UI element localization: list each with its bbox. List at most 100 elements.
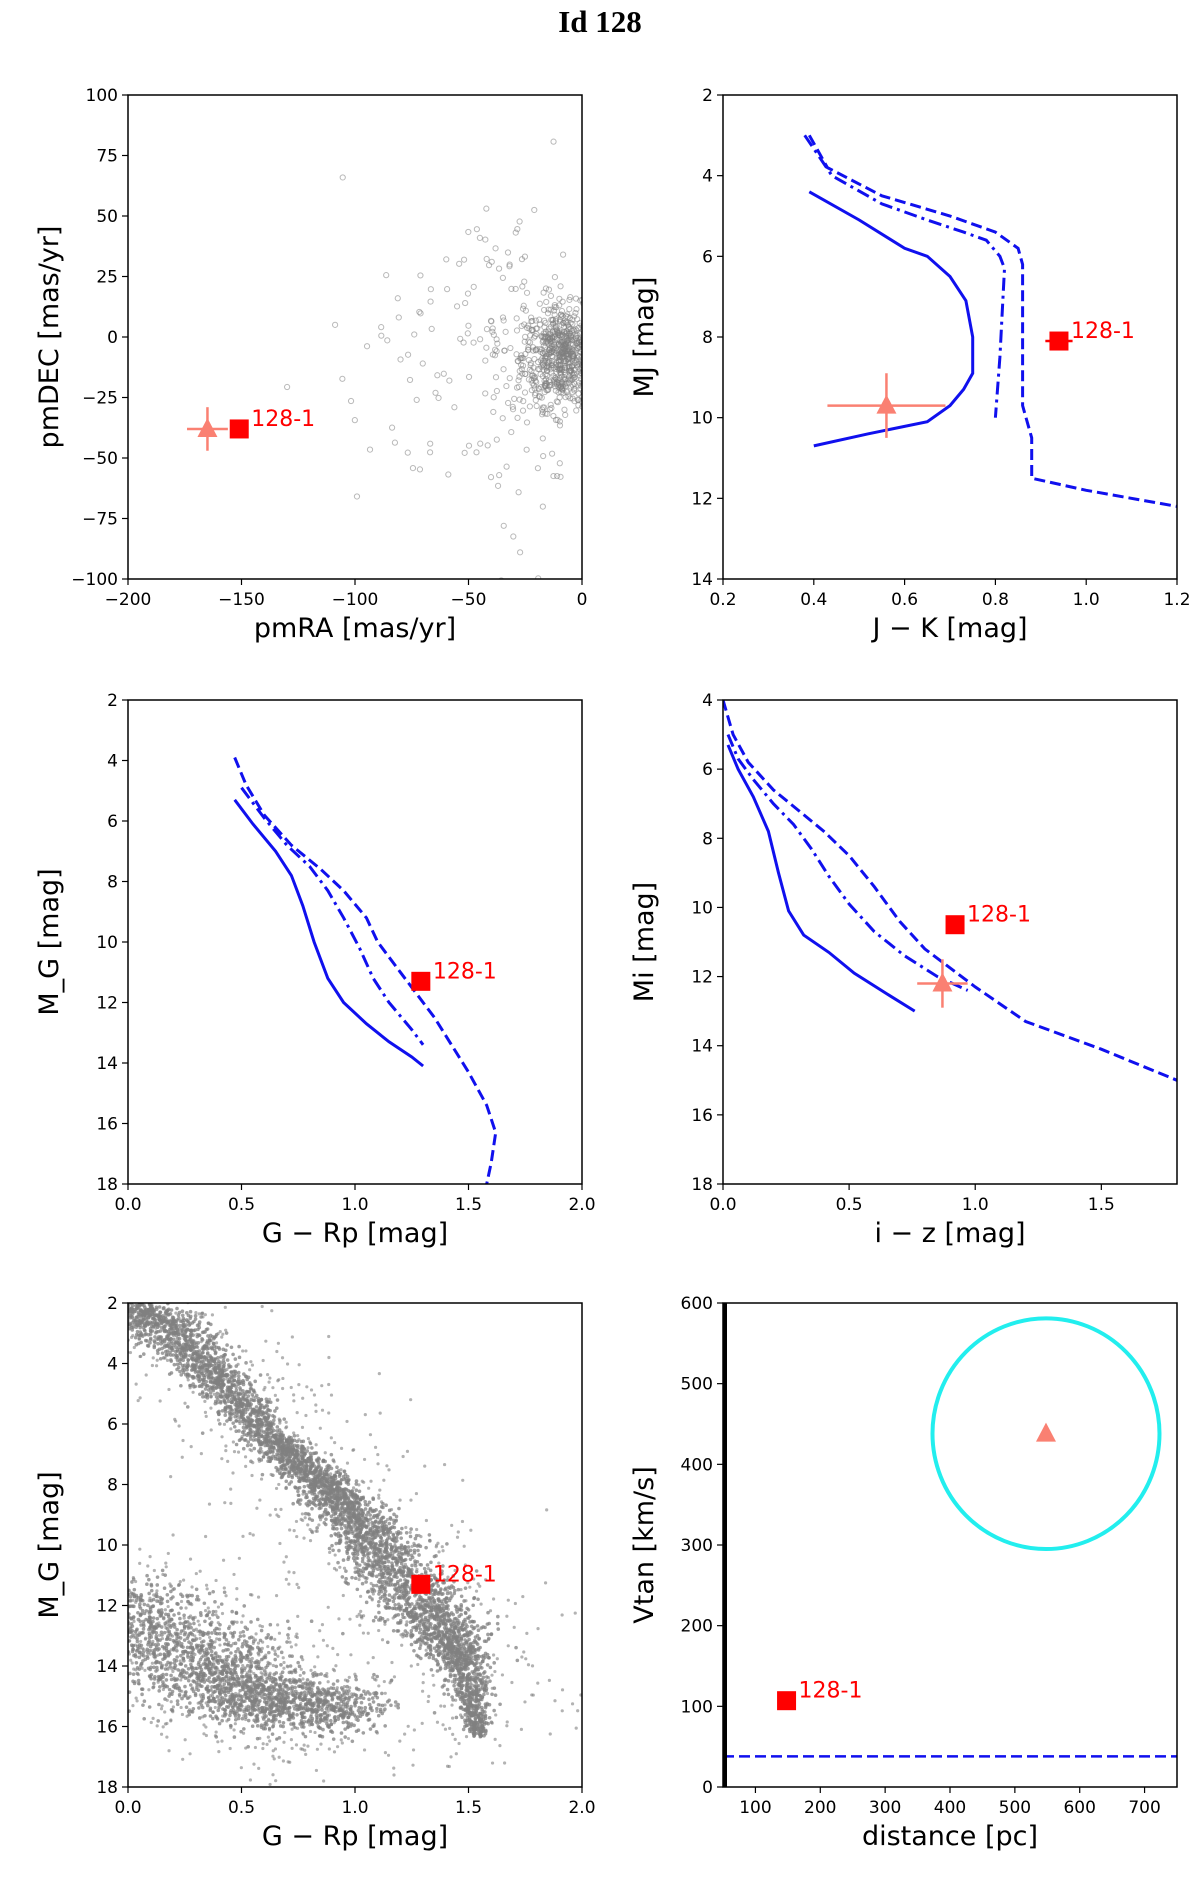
- field-star-point: [589, 360, 594, 365]
- field-star-point: [353, 493, 361, 500]
- y-tick-label: −25: [82, 389, 118, 409]
- cmd-star-point: [299, 1439, 304, 1444]
- panel-pm: 128-1−200 −150 −100 −50 01007550250−25−50−75…: [34, 86, 604, 644]
- field-star-point: [521, 389, 529, 396]
- field-star-point: [522, 370, 529, 378]
- cmd-star-point: [121, 1305, 125, 1309]
- field-star-point: [391, 439, 399, 446]
- field-star-point: [531, 356, 538, 363]
- field-star-point: [555, 358, 562, 365]
- cmd-star-point: [363, 1499, 368, 1504]
- field-star-point: [541, 317, 548, 324]
- cmd-star-point: [463, 1713, 468, 1717]
- page-title: Id 128: [558, 4, 642, 39]
- cmd-star-point: [130, 1298, 134, 1302]
- cmd-star-point: [453, 1588, 457, 1593]
- field-star-point: [435, 394, 442, 402]
- cmd-star-point: [454, 1715, 459, 1720]
- cmd-star-point: [455, 1687, 460, 1692]
- cmd-star-point: [242, 1429, 246, 1433]
- field-star-point: [591, 356, 596, 361]
- field-star-point: [548, 404, 555, 412]
- cmd-star-point: [424, 1545, 428, 1550]
- cmd-star-point: [241, 1425, 246, 1430]
- cmd-star-point: [412, 1551, 417, 1555]
- cmd-star-point: [461, 1727, 466, 1732]
- field-star-point: [460, 256, 468, 263]
- field-star-point: [395, 314, 402, 321]
- field-star-point: [504, 249, 512, 256]
- cmd-star-point: [411, 1607, 416, 1611]
- cmd-star-point: [185, 1311, 189, 1315]
- field-star-point: [512, 285, 519, 293]
- cmd-star-point: [221, 1377, 226, 1382]
- cmd-star-point: [459, 1636, 464, 1641]
- field-star-point: [416, 308, 423, 316]
- field-star-point: [465, 322, 472, 329]
- cmd-star-point: [123, 1323, 127, 1327]
- field-star-point: [597, 333, 602, 338]
- field-star-point: [546, 379, 553, 386]
- field-star-point: [470, 283, 477, 290]
- field-star-point: [535, 385, 542, 392]
- cmd-star-point: [267, 1450, 272, 1455]
- field-star-point: [483, 255, 490, 263]
- field-star-point: [484, 442, 491, 449]
- cmd-star-point: [160, 1346, 164, 1351]
- field-star-point: [585, 369, 590, 374]
- field-star-point: [567, 333, 574, 340]
- cmd-star-point: [468, 1719, 473, 1724]
- field-star-point: [587, 361, 592, 366]
- cmd-star-point: [371, 1496, 375, 1500]
- cmd-star-point: [205, 1327, 210, 1331]
- cmd-star-point: [485, 1652, 490, 1657]
- field-star-point: [351, 417, 358, 424]
- cmd-star-point: [178, 1350, 183, 1355]
- y-axis-label: MJ [mag]: [629, 277, 660, 398]
- field-star-point: [574, 331, 581, 339]
- field-star-point: [451, 404, 458, 411]
- cmd-star-point: [410, 1602, 414, 1606]
- cmd-star-point: [378, 1509, 382, 1514]
- cmd-star-point: [289, 1480, 294, 1484]
- cmd-star-point: [384, 1503, 388, 1508]
- model-line-dashdot: [803, 134, 1007, 418]
- cmd-star-point: [346, 1530, 350, 1535]
- cmd-star-point: [194, 1358, 199, 1363]
- field-star-point: [525, 338, 532, 345]
- cmd-star-point: [203, 1373, 208, 1378]
- x-axis-label: i − z [mag]: [874, 1218, 1025, 1249]
- field-star-point: [589, 322, 594, 327]
- field-star-point: [516, 218, 523, 225]
- cmd-star-point: [133, 1335, 138, 1340]
- cmd-star-point: [211, 1388, 216, 1393]
- cmd-star-point: [263, 1443, 267, 1448]
- field-star-point: [572, 295, 580, 302]
- cmd-star-point: [232, 1424, 237, 1429]
- cmd-star-point: [396, 1579, 400, 1584]
- field-star-point: [556, 418, 563, 425]
- cmd-star-point: [385, 1640, 390, 1645]
- estimate-triangle-marker: [876, 394, 897, 414]
- field-star-point: [493, 336, 500, 343]
- field-star-point: [566, 364, 573, 371]
- field-star-point: [562, 340, 569, 347]
- field-star-point: [584, 377, 589, 382]
- cmd-star-point: [146, 1344, 151, 1348]
- cmd-star-point: [148, 1332, 153, 1337]
- field-star-point: [550, 372, 557, 380]
- field-star-point: [516, 373, 523, 380]
- field-star-point: [562, 411, 569, 419]
- cmd-star-point: [291, 1501, 295, 1506]
- cmd-star-point: [97, 1303, 101, 1307]
- cmd-star-point: [318, 1501, 323, 1506]
- cmd-star-point: [211, 1342, 216, 1346]
- cmd-star-point: [459, 1608, 464, 1612]
- field-star-point: [599, 362, 604, 367]
- cmd-star-point: [450, 1594, 454, 1598]
- field-star-point: [493, 436, 500, 443]
- cmd-star-point: [160, 1351, 165, 1355]
- cmd-star-point: [377, 1600, 381, 1604]
- cmd-star-point: [256, 1427, 261, 1432]
- field-star-point: [556, 422, 564, 429]
